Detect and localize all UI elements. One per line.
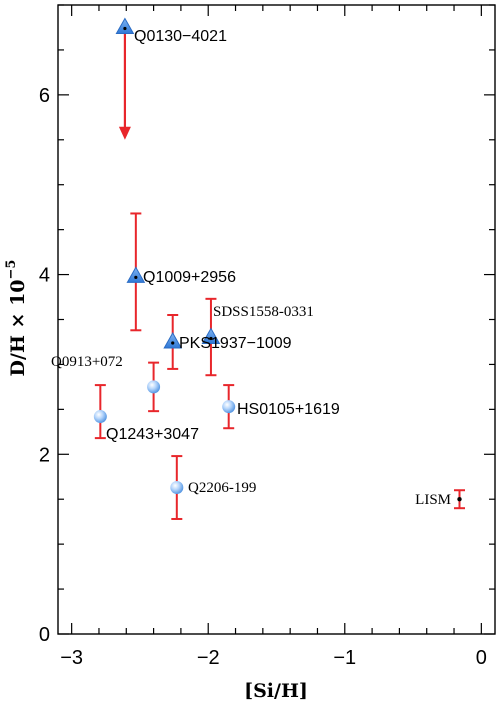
- y-tick-label: 4: [39, 265, 50, 287]
- data-point-triangle: [201, 327, 221, 344]
- upper-limit-arrowhead: [118, 126, 131, 140]
- x-tick-label: −2: [197, 647, 220, 669]
- point-label: PKS1937−1009: [179, 335, 292, 352]
- data-point-circle: [222, 400, 236, 414]
- point-label: LISM: [415, 492, 451, 508]
- data-point-triangle: [115, 17, 135, 34]
- point-label: Q1009+2956: [143, 269, 236, 286]
- data-point-center: [134, 275, 138, 279]
- data-point-triangle: [126, 266, 146, 283]
- y-tick-label: 6: [39, 85, 50, 107]
- data-point-center: [209, 336, 213, 341]
- point-label: Q1243+3047: [106, 426, 199, 443]
- point-label: HS0105+1619: [237, 401, 340, 418]
- x-axis-title: [Si/H]: [244, 680, 308, 702]
- data-point-circle: [147, 380, 161, 394]
- y-axis-title-exponent: −5: [4, 260, 19, 280]
- axis-tick-labels: −3 −2 −1 0 0 2 4 6: [39, 85, 487, 669]
- data-point-center: [123, 26, 127, 31]
- y-tick-label: 0: [39, 624, 50, 646]
- data-point-dot: [457, 497, 462, 502]
- y-axis-title: D/H × 10−5: [4, 260, 29, 377]
- data-point-circle: [170, 481, 184, 495]
- point-label: Q2206-199: [188, 480, 256, 496]
- point-label: Q0913+072: [51, 354, 123, 370]
- data-point-center: [171, 341, 175, 345]
- x-tick-label: 0: [476, 647, 487, 669]
- data-markers: [93, 17, 462, 502]
- y-tick-label: 2: [39, 444, 50, 466]
- point-label: SDSS1558-0331: [213, 304, 314, 320]
- point-labels: Q0130−4021 Q1009+2956 PKS1937−1009 SDSS1558…: [51, 28, 451, 508]
- x-tick-label: −3: [60, 647, 83, 669]
- point-label: Q0130−4021: [134, 28, 227, 45]
- y-axis-title-main: D/H × 10: [7, 279, 29, 376]
- axis-ticks: [58, 4, 495, 635]
- data-point-circle: [93, 410, 107, 424]
- x-tick-label: −1: [333, 647, 356, 669]
- data-point-triangle: [163, 331, 183, 349]
